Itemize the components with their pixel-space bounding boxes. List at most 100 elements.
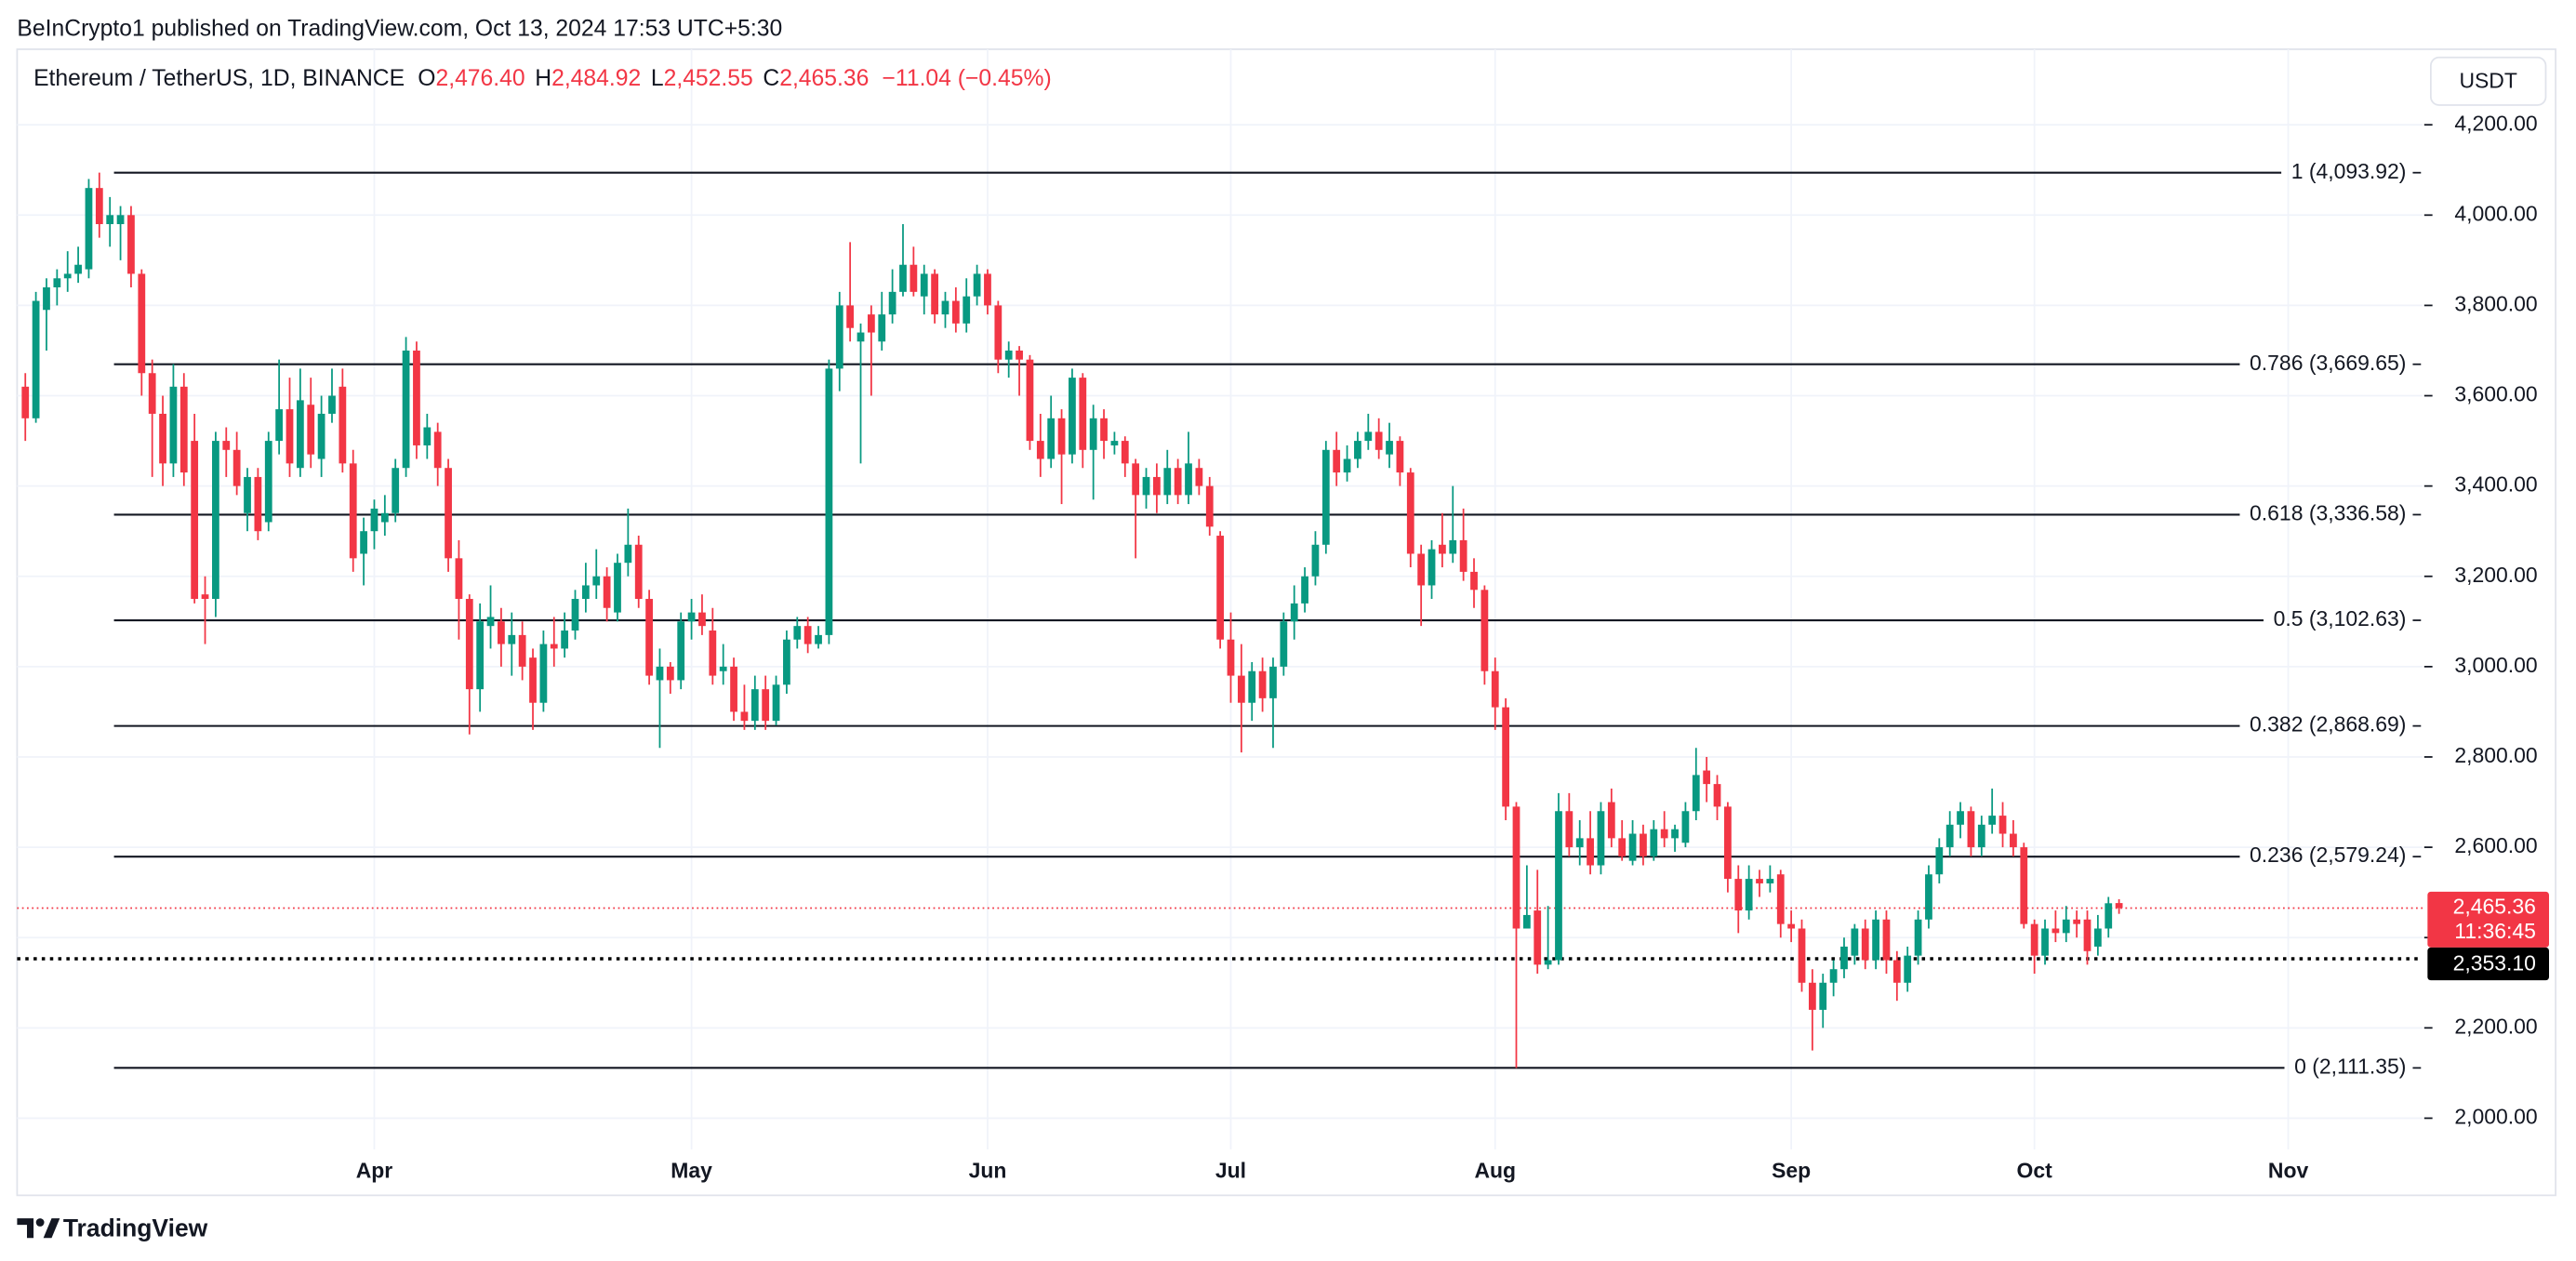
candle-body [1343, 458, 1351, 473]
candle-body [910, 264, 918, 292]
candle-body [317, 413, 325, 459]
candle-body [148, 373, 156, 414]
candle-body [1069, 378, 1076, 455]
y-tick-label: 2,800.00 [2454, 743, 2537, 767]
candle-body [159, 413, 166, 464]
candle-body [529, 657, 537, 703]
x-tick-label: Jul [1215, 1159, 1246, 1183]
brand-logo [17, 1218, 60, 1239]
x-tick-label: Oct [2017, 1159, 2053, 1183]
candle-body [1555, 811, 1562, 961]
candle-body [1745, 879, 1753, 911]
candle-body [1216, 536, 1224, 640]
x-tick-label: May [671, 1159, 712, 1183]
ohlc-value: 2,476.40 [435, 65, 524, 90]
candle-body [360, 531, 367, 554]
candle-body [1354, 441, 1361, 459]
candle-body [698, 612, 706, 627]
candle-body [603, 576, 611, 608]
symbol: Ethereum / TetherUS, 1D, BINANCE [33, 65, 405, 90]
candle-body [2010, 833, 2017, 848]
candle-body [1132, 463, 1140, 496]
candle-body [815, 634, 822, 644]
candle-body [1185, 463, 1192, 496]
candle-body [1640, 833, 1647, 856]
candle-body [1671, 829, 1679, 839]
candle-body [1512, 806, 1520, 929]
ohlc-label: H [535, 65, 551, 90]
candle-body [191, 441, 199, 600]
candle-body [212, 441, 219, 600]
legend: Ethereum / TetherUS, 1D, BINANCE O2,476.4… [33, 65, 1052, 90]
candle-body [1195, 468, 1203, 486]
currency[interactable]: USDT [2459, 68, 2516, 92]
candle-body [634, 544, 643, 600]
candle-body [43, 286, 50, 311]
candle-body [1057, 418, 1066, 455]
candle-body [1502, 707, 1510, 807]
candle-body [1575, 838, 1584, 848]
candle-body [941, 300, 949, 315]
candle-body [1311, 544, 1320, 577]
candle-body [2052, 928, 2060, 934]
candle-body [719, 666, 727, 671]
candle-body [1945, 824, 1954, 848]
candle-body [888, 291, 896, 315]
candle-body [624, 544, 632, 564]
candle-body [1258, 670, 1267, 698]
ohlc-value: 2,465.36 [779, 65, 869, 90]
currency-button[interactable] [2429, 56, 2547, 106]
y-tick-label: 3,800.00 [2454, 291, 2537, 315]
candle-body [677, 621, 685, 681]
candle-body [561, 630, 569, 649]
fib-label: 0.236 (2,579.24) [2250, 843, 2406, 867]
candle-body [328, 395, 336, 414]
candle-body [1386, 441, 1393, 455]
candle-body [783, 639, 790, 685]
candle-body [1522, 914, 1531, 929]
candle-body [656, 666, 664, 681]
candle-body [687, 612, 696, 622]
candle-body [1205, 485, 1214, 527]
candle-body [2030, 923, 2038, 956]
x-tick-label: Jun [969, 1159, 1007, 1183]
candle-body [1026, 359, 1034, 442]
logo-part [17, 1218, 34, 1239]
candle-body [1935, 847, 1944, 875]
candle-body [1290, 603, 1298, 622]
x-tick-label: Apr [356, 1159, 393, 1183]
ohlc-label: O [418, 65, 435, 90]
candle-body [846, 305, 855, 328]
candle-body [793, 626, 802, 640]
candle-body [232, 449, 241, 486]
candle-body [709, 630, 717, 676]
candle-body [423, 427, 432, 445]
candle-body [1534, 910, 1542, 965]
plot [17, 171, 2423, 1069]
y-tick-label: 4,000.00 [2454, 201, 2537, 225]
candle-body [307, 405, 315, 455]
candle-body [1914, 919, 1922, 956]
candle-body [984, 273, 991, 306]
fib-label: 0.618 (3,336.58) [2250, 500, 2406, 524]
candle-body [1248, 670, 1256, 703]
y-tick-label: 3,600.00 [2454, 382, 2537, 406]
candle-body [1439, 544, 1446, 554]
candle-body [285, 409, 294, 464]
candle-body [392, 468, 400, 513]
ohlc-value: 2,452.55 [664, 65, 753, 90]
brand: TradingView [63, 1214, 208, 1241]
candle-body [1047, 418, 1056, 459]
candle-body [2093, 928, 2102, 947]
candle-body [1650, 829, 1658, 856]
candle-body [1829, 969, 1838, 983]
last-price-label: 2,465.36 [2453, 895, 2536, 919]
candle-body [116, 215, 125, 225]
candle-body [951, 300, 960, 324]
candle-body [508, 634, 516, 644]
candle-body [1301, 576, 1308, 604]
candle-body [106, 215, 114, 225]
candle-body [370, 508, 378, 532]
candle-body [445, 468, 452, 559]
candle-body [254, 476, 262, 532]
